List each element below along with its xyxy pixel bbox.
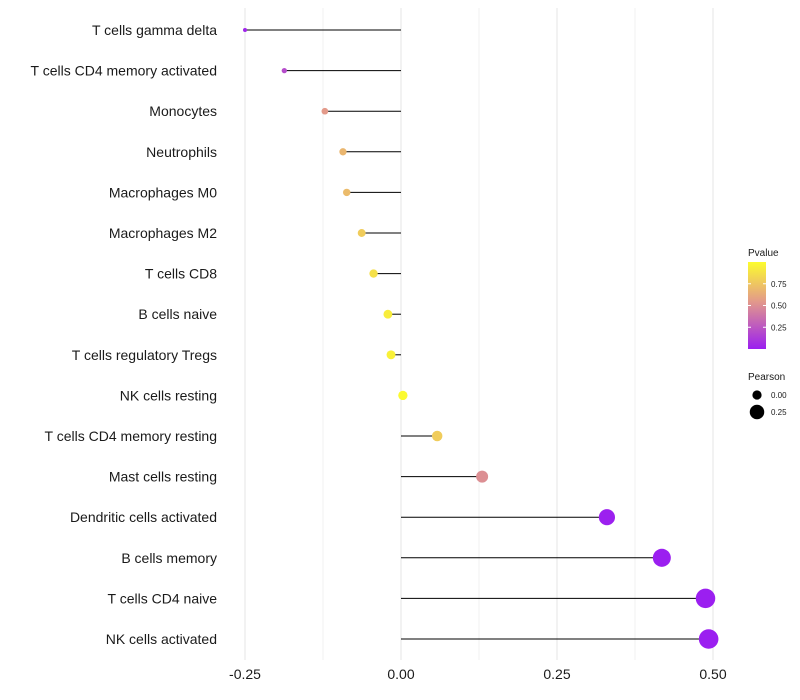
size-legend-label: 0.00: [771, 391, 787, 400]
lollipop-point: [339, 148, 347, 156]
category-label: Dendritic cells activated: [70, 509, 217, 525]
category-label: Monocytes: [149, 103, 217, 119]
category-label: NK cells resting: [120, 387, 217, 403]
pearson-legend: Pearson 0.00 0.25: [748, 372, 787, 420]
colorbar-tick-label: 0.25: [771, 323, 787, 332]
x-tick-label: 0.50: [699, 666, 726, 682]
colorbar-tick-label: 0.50: [771, 302, 787, 311]
category-label: Neutrophils: [146, 144, 217, 160]
category-label: T cells CD4 memory resting: [45, 428, 217, 444]
category-label: T cells CD4 naive: [108, 590, 218, 606]
category-label: T cells CD8: [145, 266, 217, 282]
category-label: Macrophages M0: [109, 184, 217, 200]
plot-marks: [243, 28, 719, 649]
lollipop-point: [243, 28, 247, 32]
lollipop-point: [398, 390, 408, 401]
x-tick-label: -0.25: [229, 666, 261, 682]
lollipop-point: [383, 309, 393, 319]
pearson-legend-title: Pearson: [748, 372, 785, 383]
lollipop-point: [321, 107, 329, 115]
category-label: Mast cells resting: [109, 469, 217, 485]
lollipop-point: [431, 430, 443, 442]
category-label: NK cells activated: [106, 631, 217, 647]
category-label: T cells gamma delta: [92, 22, 217, 38]
x-tick-label: 0.25: [543, 666, 570, 682]
x-tick-label: 0.00: [387, 666, 414, 682]
category-label: Macrophages M2: [109, 225, 217, 241]
lollipop-point: [476, 470, 489, 483]
size-legend-dot: [752, 390, 762, 400]
x-axis-ticks: -0.25 0.00 0.25 0.50: [229, 666, 727, 682]
lollipop-point: [343, 188, 351, 197]
colorbar-tick-label: 0.75: [771, 280, 787, 289]
pvalue-legend-title: Pvalue: [748, 248, 779, 259]
lollipop-point: [386, 350, 396, 360]
lollipop-point: [369, 269, 378, 278]
category-label: B cells naive: [138, 306, 217, 322]
lollipop-point: [357, 229, 366, 237]
lollipop-point: [281, 67, 287, 74]
pvalue-legend: Pvalue 0.75 0.50 0.25: [748, 248, 787, 349]
lollipop-point: [652, 548, 671, 567]
lollipop-point: [598, 509, 616, 526]
size-legend-dot: [749, 404, 765, 420]
category-label: T cells regulatory Tregs: [72, 347, 217, 363]
lollipop-point: [695, 588, 716, 609]
category-label: B cells memory: [121, 550, 217, 566]
grid-lines: [244, 8, 714, 660]
size-legend-label: 0.25: [771, 408, 787, 417]
pvalue-colorbar: [748, 262, 766, 349]
lollipop-point: [698, 629, 719, 649]
category-labels: T cells gamma delta T cells CD4 memory ac…: [31, 22, 218, 647]
category-label: T cells CD4 memory activated: [31, 63, 217, 79]
